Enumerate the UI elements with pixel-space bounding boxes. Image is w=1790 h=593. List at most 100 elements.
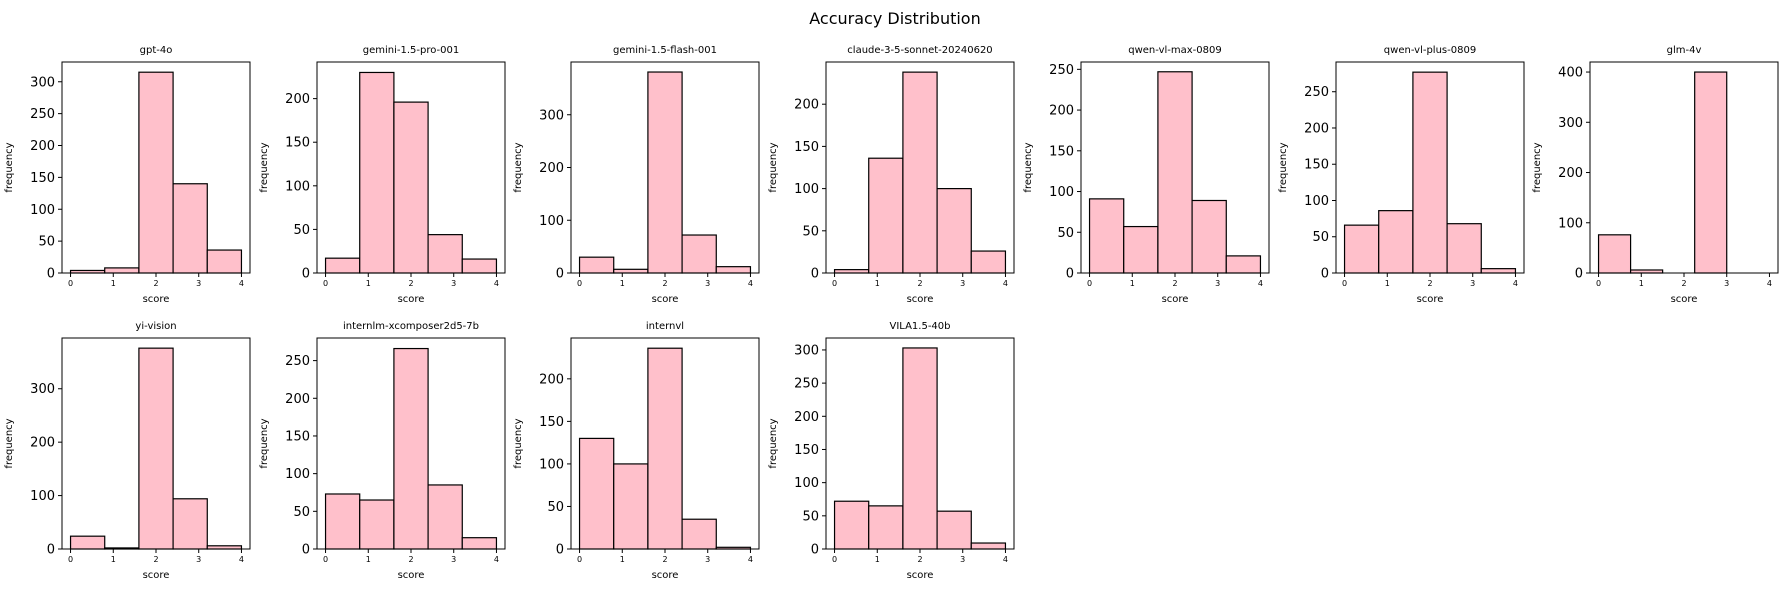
x-tick-label: 1 xyxy=(1130,279,1135,288)
x-tick-label: 1 xyxy=(366,555,371,564)
panel-title: glm-4v xyxy=(1667,45,1702,56)
y-tick-label: 200 xyxy=(285,392,310,407)
y-tick-label: 50 xyxy=(1312,230,1329,245)
x-tick-label: 4 xyxy=(1003,279,1008,288)
x-tick-label: 1 xyxy=(111,279,116,288)
histogram-bar xyxy=(613,268,649,274)
histogram-bar xyxy=(172,183,208,274)
histogram-panel: 0 50 100 150 200 250 300 0 1 2 3 4 VILA1.5-40b score f… xyxy=(768,321,1015,581)
panel-title: yi-vision xyxy=(135,321,176,332)
histogram-bar xyxy=(1157,71,1193,274)
x-tick-label: 3 xyxy=(451,555,456,564)
x-tick-label: 0 xyxy=(577,279,582,288)
y-tick-label: 100 xyxy=(794,182,819,197)
panel-title: internvl xyxy=(646,321,684,332)
histogram-bar xyxy=(1378,210,1414,274)
x-tick-label: 3 xyxy=(1724,279,1729,288)
y-tick-label: 200 xyxy=(539,161,564,176)
histogram-bar xyxy=(461,537,498,550)
histogram-bar xyxy=(1694,71,1728,274)
x-tick-label: 0 xyxy=(68,279,73,288)
x-tick-label: 0 xyxy=(832,555,837,564)
histogram-bar xyxy=(393,101,429,274)
x-tick-label: 2 xyxy=(1681,279,1686,288)
y-tick-label: 0 xyxy=(1575,267,1583,282)
histogram-bar xyxy=(1343,224,1380,274)
x-tick-label: 2 xyxy=(662,555,667,564)
histogram-bar xyxy=(1123,225,1159,274)
x-tick-label: 3 xyxy=(1215,279,1220,288)
histogram-bar xyxy=(902,71,938,274)
y-tick-label: 200 xyxy=(539,372,564,387)
panel-title: internlm-xcomposer2d5-7b xyxy=(343,321,479,332)
y-tick-label: 100 xyxy=(285,467,310,482)
histogram-bar xyxy=(970,542,1007,550)
histogram-panel: 0 50 100 150 200 0 1 2 3 4 gemini-1.5-pro-001 score… xyxy=(259,45,506,305)
histogram-bar xyxy=(936,188,972,274)
x-tick-label: 2 xyxy=(153,279,158,288)
histogram-bar xyxy=(1225,255,1262,274)
y-tick-label: 100 xyxy=(1304,194,1329,209)
histogram-panel: 0 100 200 300 400 0 1 2 3 4 glm-4v score frequency xyxy=(1532,45,1779,305)
y-axis-label: frequency xyxy=(4,418,15,468)
y-axis-label: frequency xyxy=(1023,142,1034,192)
y-tick-label: 0 xyxy=(556,543,564,558)
histogram-panel: 0 50 100 150 200 0 1 2 3 4 claude-3-5-sonnet-20240… xyxy=(768,45,1015,305)
histogram-bar xyxy=(715,266,752,274)
y-tick-label: 50 xyxy=(802,224,819,239)
x-tick-label: 4 xyxy=(239,279,244,288)
histogram-bar xyxy=(69,535,106,550)
x-tick-label: 4 xyxy=(494,279,499,288)
y-tick-label: 200 xyxy=(1049,104,1074,119)
histogram-bar xyxy=(970,250,1007,274)
histogram-panel: 0 50 100 150 200 250 0 1 2 3 4 internlm-xcomposer2d… xyxy=(259,321,506,581)
histogram-bar xyxy=(578,437,615,550)
x-tick-label: 1 xyxy=(620,279,625,288)
x-tick-label: 0 xyxy=(323,555,328,564)
figure-title: Accuracy Distribution xyxy=(809,9,980,28)
y-tick-label: 150 xyxy=(539,415,564,430)
x-tick-label: 1 xyxy=(366,279,371,288)
histogram-bar xyxy=(868,157,904,274)
x-tick-label: 1 xyxy=(875,279,880,288)
histogram-bar xyxy=(359,71,395,274)
y-tick-label: 150 xyxy=(1049,144,1074,159)
histogram-bar xyxy=(681,518,717,550)
histogram-bar xyxy=(578,256,615,274)
histogram-panel: 0 100 200 300 0 1 2 3 4 yi-vision score frequency xyxy=(4,321,251,581)
panel-title: gemini-1.5-flash-001 xyxy=(613,45,717,56)
y-tick-label: 200 xyxy=(30,139,55,154)
panel-title: gemini-1.5-pro-001 xyxy=(363,45,460,56)
histogram-bar xyxy=(359,499,395,550)
x-tick-label: 2 xyxy=(917,555,922,564)
x-axis-label: score xyxy=(652,570,679,581)
y-axis-label: frequency xyxy=(259,418,270,468)
x-tick-label: 0 xyxy=(323,279,328,288)
x-tick-label: 3 xyxy=(1470,279,1475,288)
y-tick-label: 150 xyxy=(1304,158,1329,173)
x-tick-label: 3 xyxy=(960,279,965,288)
x-tick-label: 2 xyxy=(408,279,413,288)
y-tick-label: 150 xyxy=(285,136,310,151)
y-tick-label: 0 xyxy=(1066,267,1074,282)
y-axis-label: frequency xyxy=(1278,142,1289,192)
y-tick-label: 0 xyxy=(1321,267,1329,282)
y-tick-label: 200 xyxy=(794,410,819,425)
y-axis-label: frequency xyxy=(768,142,779,192)
histogram-bar xyxy=(1597,234,1632,274)
histogram-bar xyxy=(1191,199,1227,274)
x-tick-label: 2 xyxy=(408,555,413,564)
x-tick-label: 0 xyxy=(577,555,582,564)
x-tick-label: 1 xyxy=(875,555,880,564)
x-tick-label: 3 xyxy=(196,555,201,564)
y-tick-label: 200 xyxy=(285,92,310,107)
y-tick-label: 100 xyxy=(285,179,310,194)
panel-title: qwen-vl-max-0809 xyxy=(1128,45,1222,56)
histogram-bar xyxy=(461,258,498,274)
y-tick-label: 300 xyxy=(30,382,55,397)
histogram-bar xyxy=(1446,223,1482,274)
y-tick-label: 50 xyxy=(1057,226,1074,241)
y-tick-label: 100 xyxy=(794,476,819,491)
